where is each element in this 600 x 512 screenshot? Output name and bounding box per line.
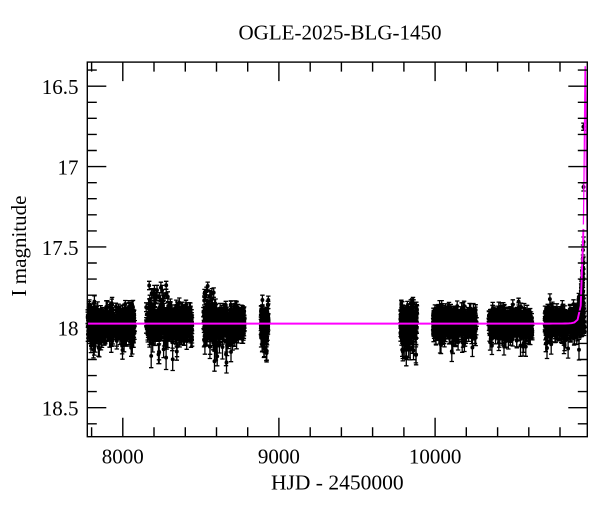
svg-text:18.5: 18.5 (42, 397, 79, 421)
svg-text:8000: 8000 (102, 445, 144, 469)
svg-text:OGLE-2025-BLG-1450: OGLE-2025-BLG-1450 (239, 21, 442, 45)
svg-text:17: 17 (58, 156, 79, 180)
svg-text:9000: 9000 (258, 445, 300, 469)
svg-text:HJD - 2450000: HJD - 2450000 (271, 470, 404, 494)
svg-text:10000: 10000 (409, 445, 462, 469)
svg-text:I magnitude: I magnitude (7, 196, 31, 297)
svg-text:18: 18 (58, 316, 79, 340)
svg-text:17.5: 17.5 (42, 236, 79, 260)
svg-text:16.5: 16.5 (42, 75, 79, 99)
